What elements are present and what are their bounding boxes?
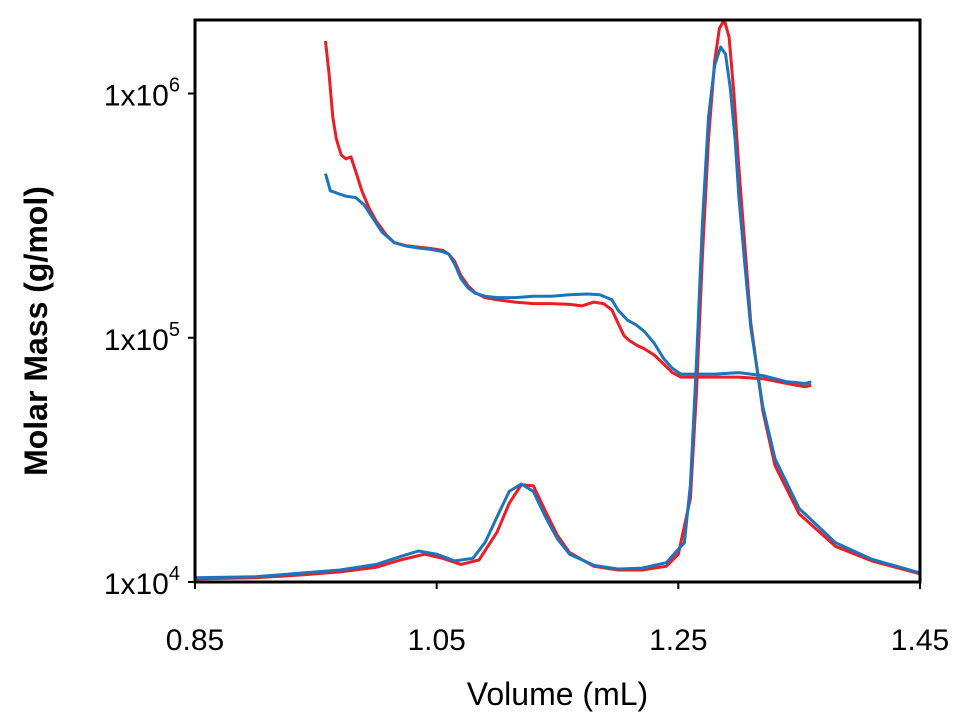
x-tick-label: 1.05 <box>407 624 465 657</box>
x-tick-label: 1.45 <box>891 624 949 657</box>
plot-frame <box>193 18 922 584</box>
x-axis-title: Volume (mL) <box>467 676 648 712</box>
y-axis-title: Molar Mass (g/mol) <box>18 186 54 476</box>
x-tick-label: 1.25 <box>649 624 707 657</box>
y-tick-label: 1x106 <box>104 75 180 113</box>
series-line-molar-mass-1 <box>324 40 812 389</box>
y-tick-label: 1x105 <box>104 319 180 357</box>
y-tick-label: 1x104 <box>104 563 180 601</box>
x-tick-label: 0.85 <box>166 624 224 657</box>
x-axis: 0.85 1.05 1.25 1.45 <box>166 582 949 657</box>
series-line-chromatogram-4 <box>195 45 920 580</box>
series-layer <box>195 20 920 581</box>
series-line-molar-mass-2 <box>324 173 812 385</box>
series-line-chromatogram-3 <box>195 20 920 581</box>
y-axis: 1x104 1x105 1x106 <box>104 75 195 601</box>
